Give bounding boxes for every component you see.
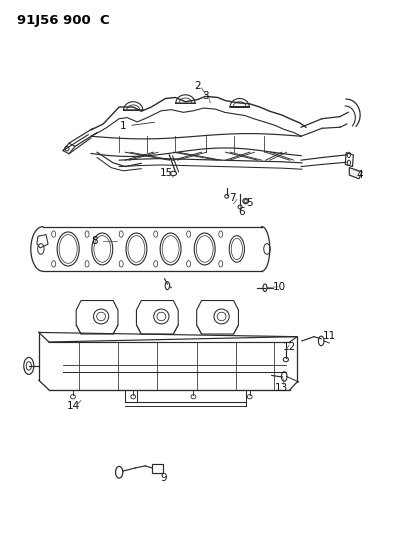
Text: 10: 10 [272,282,286,292]
Text: 2: 2 [194,81,201,91]
Text: 12: 12 [283,342,297,352]
Text: 5: 5 [246,198,253,208]
Text: 3: 3 [202,91,209,101]
Text: 1: 1 [120,120,127,131]
Text: 11: 11 [322,330,336,341]
Text: 14: 14 [67,401,81,411]
Text: 7: 7 [230,193,236,204]
Polygon shape [349,167,362,179]
Text: 9: 9 [160,473,167,482]
Text: 8: 8 [91,236,98,246]
Text: 4: 4 [357,170,364,180]
Text: 15: 15 [160,168,173,179]
Text: 13: 13 [275,383,289,393]
Text: 91J56 900  C: 91J56 900 C [17,14,109,27]
Text: 6: 6 [238,207,245,217]
